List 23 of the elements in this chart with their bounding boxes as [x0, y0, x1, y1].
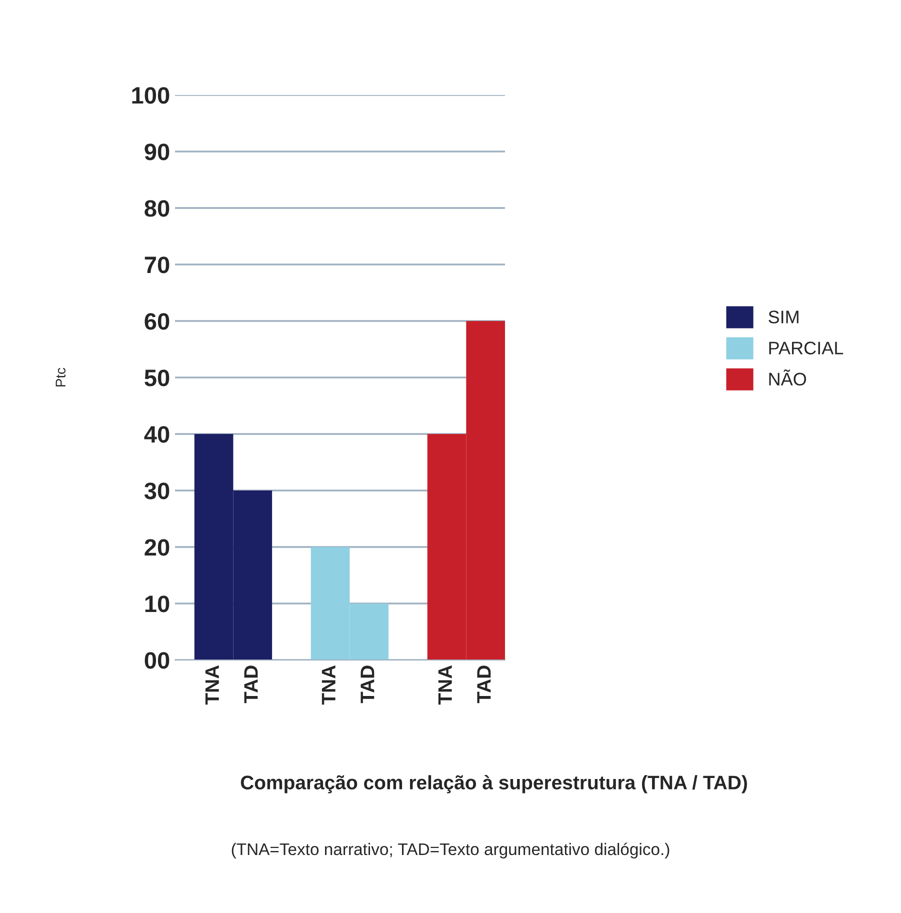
y-axis-title: Ptc	[56, 368, 66, 386]
x-tick-label: TNA	[322, 665, 336, 705]
y-tick-label: 20	[144, 539, 170, 556]
x-axis-title: Comparação com relação à superestrutura (TNA / TAD)	[240, 775, 747, 794]
legend-label: NÃO	[769, 369, 806, 386]
y-tick-label: 30	[144, 482, 170, 500]
x-tick-label: TAD	[244, 666, 258, 704]
text: (TNA=Texto narrativo; TAD=Texto argumentativo dialógico.)	[232, 842, 670, 858]
legend-label: PARCIAL	[769, 342, 844, 354]
y-tick-label: 80	[144, 200, 170, 217]
y-tick-label: 70	[144, 256, 170, 274]
y-tick-label: 50	[144, 370, 170, 386]
x-tick-label: TAD	[477, 666, 491, 704]
y-tick-label: 90	[144, 144, 170, 160]
y-tick-label: 40	[144, 426, 170, 443]
y-tick-label: 60	[144, 313, 170, 330]
y-tick-label: 00	[144, 652, 170, 669]
y-tick-label: 100	[132, 87, 170, 104]
y-tick-label: 10	[145, 596, 170, 612]
x-tick-label: TNA	[438, 665, 452, 705]
x-tick-label: TNA	[205, 665, 219, 705]
x-tick-label: TAD	[360, 666, 374, 704]
legend-label: SIM	[768, 310, 798, 324]
